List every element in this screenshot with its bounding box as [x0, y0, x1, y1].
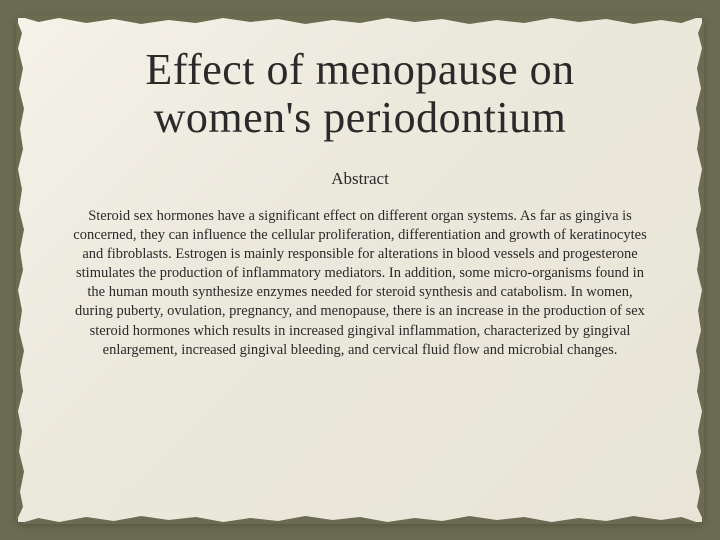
- slide-subtitle: Abstract: [66, 169, 654, 189]
- torn-edge-right: [694, 18, 704, 522]
- slide-title: Effect of menopause on women's periodont…: [66, 46, 654, 143]
- paper-panel: Effect of menopause on women's periodont…: [18, 18, 702, 522]
- abstract-body: Steroid sex hormones have a significant …: [66, 207, 654, 360]
- torn-edge-left: [16, 18, 26, 522]
- torn-edge-top: [18, 16, 702, 26]
- slide-background: Effect of menopause on women's periodont…: [0, 0, 720, 540]
- torn-edge-bottom: [18, 514, 702, 524]
